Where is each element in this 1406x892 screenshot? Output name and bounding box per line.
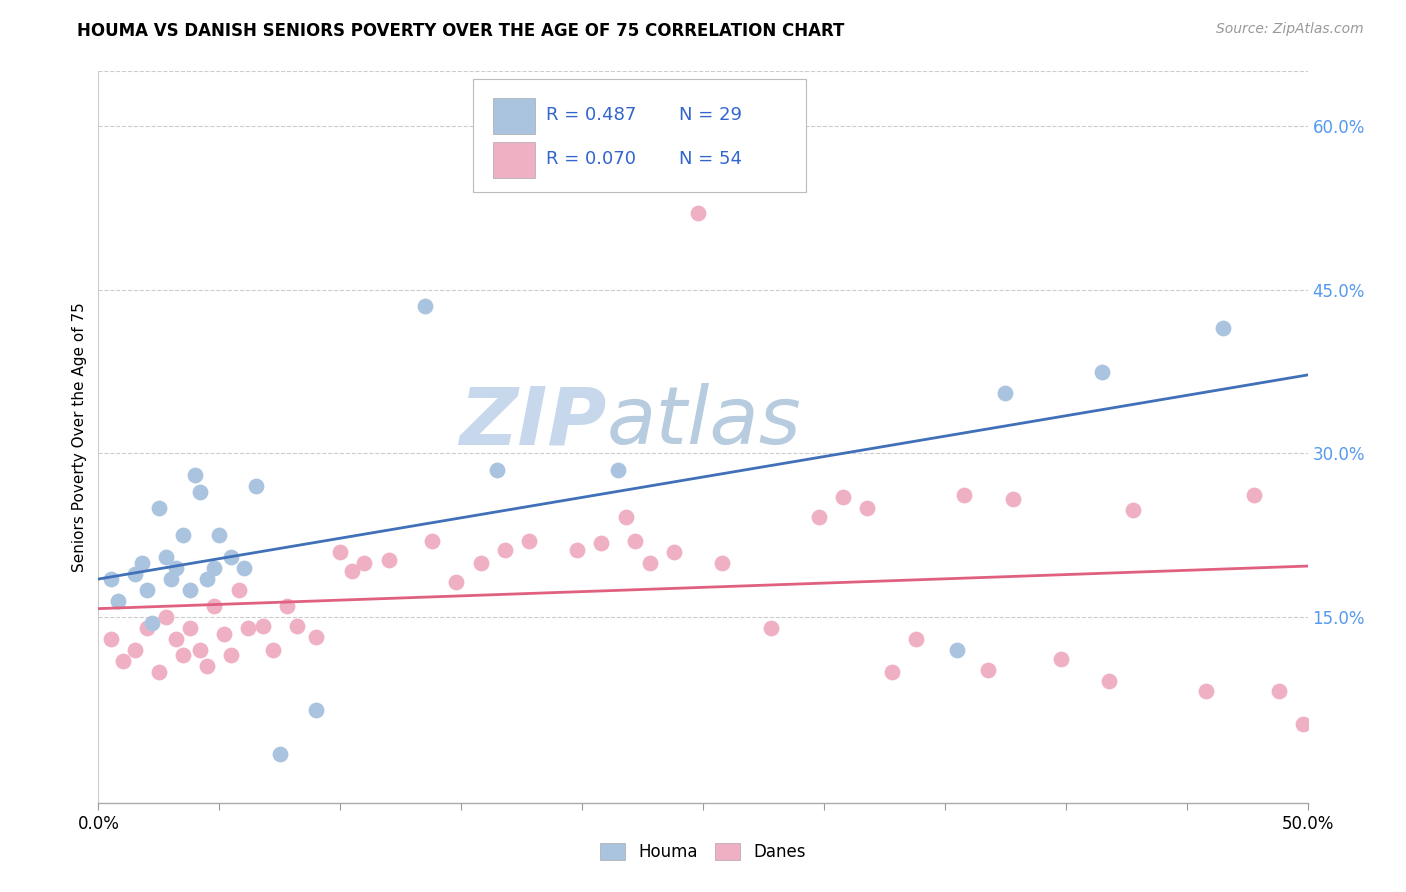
Point [342,565,364,579]
Point [420,533,443,548]
Point [212,626,235,640]
Point [946,643,969,657]
Point [262,643,284,657]
Point [184,468,207,483]
Point [305,630,328,644]
Text: ZIP: ZIP [458,384,606,461]
Point [1122,503,1144,517]
Point [148,665,170,679]
Text: N = 29: N = 29 [679,106,742,124]
Y-axis label: Seniors Poverty Over the Age of 75: Seniors Poverty Over the Age of 75 [72,302,87,572]
Point [1292,717,1315,731]
Point [135,582,157,597]
Point [494,542,516,557]
Point [638,556,661,570]
Point [832,490,855,504]
Text: HOUMA VS DANISH SENIORS POVERTY OVER THE AGE OF 75 CORRELATION CHART: HOUMA VS DANISH SENIORS POVERTY OVER THE… [77,22,845,40]
Point [377,553,399,567]
Point [100,632,122,646]
Point [1195,684,1218,698]
Point [232,561,254,575]
Point [808,509,831,524]
Point [662,545,685,559]
Point [165,632,187,646]
Point [1091,365,1114,379]
Point [221,550,243,565]
Point [107,594,129,608]
Point [759,621,782,635]
Text: atlas: atlas [606,384,801,461]
Point [124,643,146,657]
Text: R = 0.070: R = 0.070 [546,150,636,168]
Point [172,528,194,542]
Point [994,386,1017,401]
Point [1267,684,1289,698]
Point [567,542,589,557]
Point [413,299,436,313]
Point [204,599,226,614]
Point [124,566,146,581]
Point [953,488,976,502]
Point [276,599,298,614]
Point [141,615,163,630]
Point [1098,673,1121,688]
Point [172,648,194,663]
Point [977,663,1000,677]
Point [614,509,637,524]
Point [188,484,211,499]
Point [228,582,250,597]
Point [1050,651,1073,665]
Point [446,575,468,590]
Legend: Houma, Danes: Houma, Danes [593,836,813,868]
Point [904,632,927,646]
Text: R = 0.487: R = 0.487 [546,106,636,124]
Point [856,501,879,516]
Point [353,556,375,570]
Point [624,533,647,548]
Text: Source: ZipAtlas.com: Source: ZipAtlas.com [1216,22,1364,37]
Point [131,556,153,570]
Point [329,545,352,559]
Point [517,533,540,548]
Point [305,703,328,717]
Point [204,561,226,575]
Point [470,556,492,570]
Point [160,572,183,586]
Point [155,550,177,565]
Point [285,619,308,633]
Text: N = 54: N = 54 [679,150,742,168]
Point [195,659,218,673]
Point [688,206,710,220]
Point [111,654,134,668]
FancyBboxPatch shape [474,78,806,192]
FancyBboxPatch shape [492,142,534,178]
Point [195,572,218,586]
Point [221,648,243,663]
Point [208,528,231,542]
Point [188,643,211,657]
Point [179,621,201,635]
Point [155,610,177,624]
Point [179,582,201,597]
Point [1212,321,1234,335]
Point [165,561,187,575]
Point [148,501,170,516]
Point [252,619,274,633]
Point [269,747,291,761]
Point [238,621,260,635]
Point [100,572,122,586]
Point [486,463,509,477]
Point [711,556,734,570]
Point [245,479,267,493]
FancyBboxPatch shape [492,98,534,135]
Point [591,536,613,550]
Point [1001,492,1024,507]
Point [607,463,630,477]
Point [135,621,157,635]
Point [880,665,903,679]
Point [1243,488,1265,502]
